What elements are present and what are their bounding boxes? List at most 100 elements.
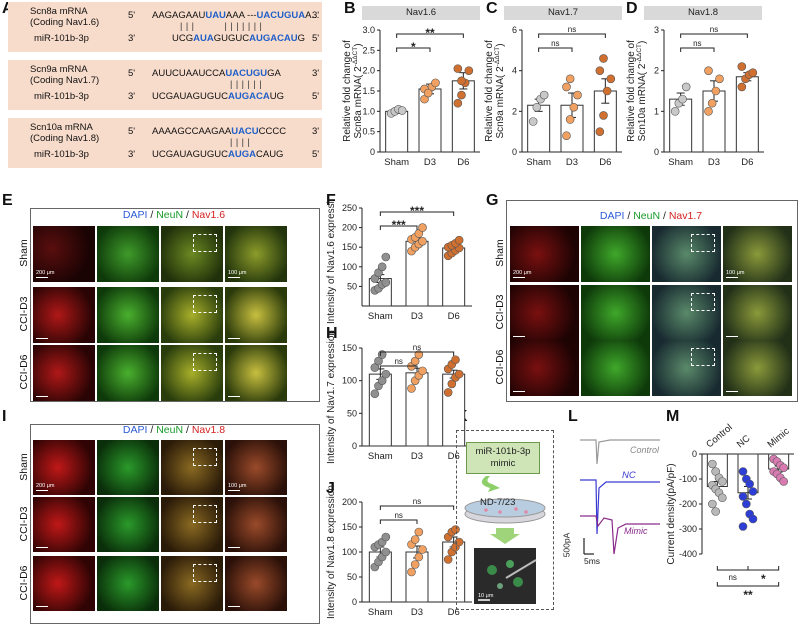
data-point [738,522,748,531]
y-axis-label: Relative fold change of Scn10a mRNA( 2-ΔΔ… [626,40,648,142]
data-point [528,117,538,126]
data-point [454,235,464,245]
pairing-bars: | | | | | | | | | | [180,21,263,31]
data-point [562,82,571,92]
data-point [447,379,457,389]
significance-bracket [680,47,715,52]
cell-micrograph [474,548,536,604]
data-point [418,237,427,246]
scale-label: 200 μm [513,270,532,276]
label-500pa: 500pA [561,532,572,558]
micrograph-e-r3-c1 [33,345,95,401]
prime5-top: 5' [128,10,136,21]
scale-bar [36,546,48,548]
data-point [381,369,391,379]
data-point [738,467,748,476]
panel-i-stain-title: DAPI / NeuN / Nav1.8 [122,424,226,436]
trace-control [580,439,660,465]
panel-label-a: A [2,0,14,18]
data-point [457,90,466,100]
nav17-label: Nav1.7 [668,210,703,222]
label-control: Control [630,445,660,455]
data-point [569,102,579,112]
scale-bar [726,335,738,337]
panel-label-e: E [2,192,13,209]
panel-k-schematic [456,430,554,610]
scale-bar [36,395,48,397]
x-tick-label: NC [735,433,753,450]
bar [385,110,409,153]
micrograph-e-r3-c2 [97,345,159,401]
x-tick-label: Sham [368,311,393,322]
data-point [414,350,424,359]
neun-label: NeuN [156,209,184,221]
y-tick-label: 150 [342,242,357,252]
data-point [599,111,608,120]
y-tick-label: 0 [352,597,357,607]
scale-label: 100 μm [726,270,745,276]
micrograph-i-r2-c4 [225,497,287,552]
y-tick-label: 100 [342,376,357,386]
data-point [779,463,788,473]
data-point [407,567,416,577]
scale-bar [228,605,240,607]
x-tick-label: Sham [368,451,393,462]
y-tick-label: 0 [352,441,357,451]
micrograph-e-r2-c2 [97,287,159,343]
y-tick-label: 1 [654,106,659,116]
x-tick-label: D6 [448,607,460,618]
data-point [738,492,748,501]
y-tick-label: 250 [342,203,357,213]
y-tick-label: 50 [347,572,357,582]
y-tick-label: 100 [342,262,357,272]
mrna-coding: (Coding Nav1.7) [30,75,100,86]
data-point [711,507,720,516]
mrna-coding: (Coding Nav1.8) [30,133,100,144]
y-tick-label: -300 [679,524,697,534]
data-point [410,560,420,569]
data-point [443,388,453,397]
label-5ms: 5ms [584,556,601,566]
scale-bar [36,489,48,491]
panel-l-current-traces [580,439,660,555]
data-point [532,102,542,112]
y-axis-label: Relative fold change of Scn8a mRNA( 2-ΔΔC… [342,40,364,142]
prime3-top: 3' [312,126,320,137]
micrograph-g-r1-c1: 200 μm [510,226,579,282]
data-point [418,366,427,376]
scale-bar [36,337,48,339]
panel-g-stain-title: DAPI / NeuN / Nav1.7 [599,210,703,222]
y-tick-label: 2.5 [362,45,375,55]
micrograph-i-r2-c2 [97,497,159,552]
chart-b-title: Nav1.6 [362,6,480,20]
data-point [410,535,420,544]
x-tick-label: Control [704,422,735,450]
row-label-3: CCI-D6 [18,565,30,601]
y-tick-label: 0 [512,147,517,157]
significance-label: * [411,40,416,54]
trace-mimic [580,515,660,555]
seq-row-1: Scn8a mRNA (Coding Nav1.6) 5' 3' AAGAGAAUUAU… [8,2,322,52]
data-point [451,355,460,365]
micrograph-i-r3-c2 [97,556,159,611]
scale-label: 200 μm [36,483,55,489]
prime3-top: 3' [312,68,320,79]
data-point [381,278,391,287]
x-tick-label: D3 [708,157,720,168]
data-point [737,62,747,71]
y-tick-label: 200 [342,497,357,507]
data-point [748,68,758,78]
y-tick-label: 200 [342,223,357,233]
x-tick-label: D3 [411,311,423,322]
micrograph-e-r2-c4 [225,287,287,343]
y-axis-label: Current density(pA/pF) [666,463,677,564]
x-tick-label: D3 [411,607,423,618]
significance-bracket [680,33,748,38]
chart-f-nav16-intensity: 50 100 150 200 250 Sham D3 D6 *** *** Intensity of… [326,200,472,324]
y-label-line1: Relative fold change of [626,40,637,142]
data-point [779,477,788,486]
data-point [565,74,575,84]
x-tick-label: D3 [566,157,578,168]
trace-nc [580,479,660,535]
